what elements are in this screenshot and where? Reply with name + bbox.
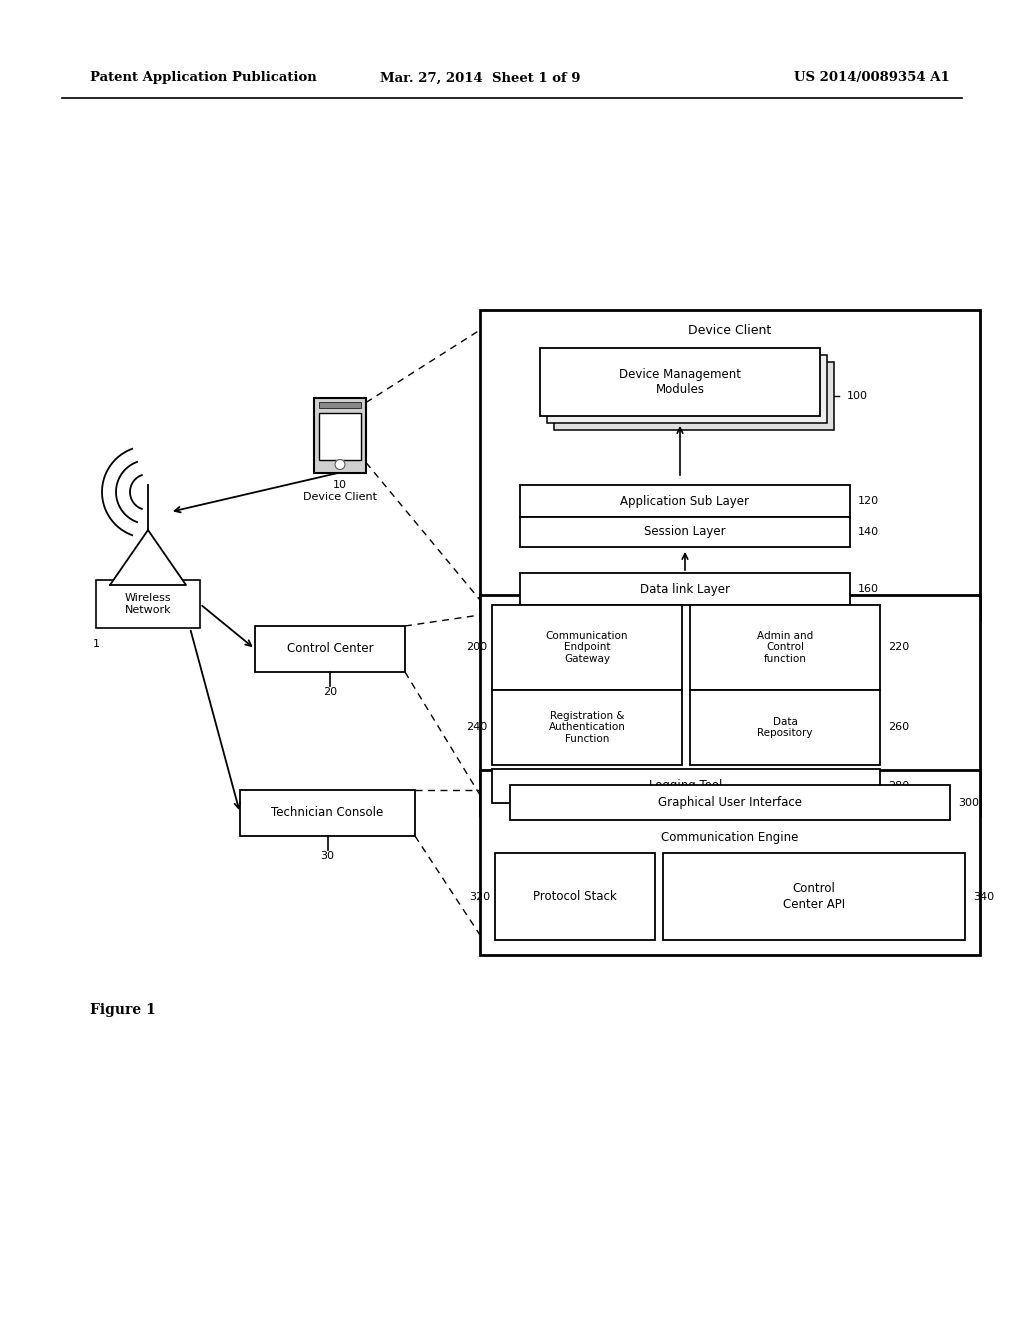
Bar xyxy=(510,785,950,820)
Text: Mar. 27, 2014  Sheet 1 of 9: Mar. 27, 2014 Sheet 1 of 9 xyxy=(380,71,581,84)
Polygon shape xyxy=(110,531,186,585)
Text: 1: 1 xyxy=(92,639,99,649)
Text: 140: 140 xyxy=(858,527,880,537)
Text: 220: 220 xyxy=(888,643,909,652)
Bar xyxy=(663,853,965,940)
Bar xyxy=(690,605,880,690)
Text: 280: 280 xyxy=(888,781,909,791)
Bar xyxy=(492,605,682,690)
Bar xyxy=(492,690,682,766)
Text: Device Client: Device Client xyxy=(688,323,772,337)
Text: Protocol Stack: Protocol Stack xyxy=(534,890,616,903)
Text: 200: 200 xyxy=(466,643,487,652)
Text: Application Sub Layer: Application Sub Layer xyxy=(621,495,750,507)
Text: Data link Layer: Data link Layer xyxy=(640,582,730,595)
Text: 100: 100 xyxy=(847,391,868,401)
Text: Control Center: Control Center xyxy=(287,643,374,656)
Bar xyxy=(492,770,880,803)
Bar xyxy=(520,484,850,517)
Text: Patent Application Publication: Patent Application Publication xyxy=(90,71,316,84)
Text: Admin and
Control
function: Admin and Control function xyxy=(757,631,813,664)
Text: 240: 240 xyxy=(466,722,487,733)
Bar xyxy=(314,397,366,473)
Bar xyxy=(690,690,880,766)
Bar xyxy=(319,401,361,408)
Text: Figure 1: Figure 1 xyxy=(90,1003,156,1016)
Text: US 2014/0089354 A1: US 2014/0089354 A1 xyxy=(795,71,950,84)
Bar xyxy=(96,579,200,628)
Bar xyxy=(255,626,406,672)
Text: 30: 30 xyxy=(321,851,335,861)
Bar xyxy=(319,412,361,459)
Text: 120: 120 xyxy=(858,496,880,506)
Text: Registration &
Authentication
Function: Registration & Authentication Function xyxy=(549,711,626,744)
Text: 20: 20 xyxy=(323,686,337,697)
Circle shape xyxy=(335,459,345,470)
Bar xyxy=(480,310,980,620)
Text: Technician Console: Technician Console xyxy=(271,807,384,820)
Bar xyxy=(540,348,820,416)
Text: Communication
Endpoint
Gateway: Communication Endpoint Gateway xyxy=(546,631,629,664)
Bar xyxy=(547,355,827,422)
Bar xyxy=(480,770,980,954)
Text: Device Client: Device Client xyxy=(303,492,377,503)
Text: Data
Repository: Data Repository xyxy=(758,717,813,738)
Text: 10: 10 xyxy=(333,480,347,491)
Bar xyxy=(520,573,850,605)
Text: 260: 260 xyxy=(888,722,909,733)
Text: Graphical User Interface: Graphical User Interface xyxy=(658,796,802,809)
Text: Wireless
Network: Wireless Network xyxy=(125,593,171,615)
Bar xyxy=(480,595,980,814)
Text: Session Layer: Session Layer xyxy=(644,525,726,539)
Bar xyxy=(520,517,850,546)
Text: 340: 340 xyxy=(973,891,994,902)
Bar xyxy=(554,362,834,430)
Text: Communication Engine: Communication Engine xyxy=(662,832,799,845)
Text: 300: 300 xyxy=(958,797,979,808)
Text: Control
Center API: Control Center API xyxy=(783,883,845,911)
Text: Logging Tool: Logging Tool xyxy=(649,780,723,792)
Text: 320: 320 xyxy=(469,891,490,902)
Bar xyxy=(240,789,415,836)
Text: 160: 160 xyxy=(858,583,879,594)
Bar xyxy=(495,853,655,940)
Text: Device Management
Modules: Device Management Modules xyxy=(618,368,741,396)
